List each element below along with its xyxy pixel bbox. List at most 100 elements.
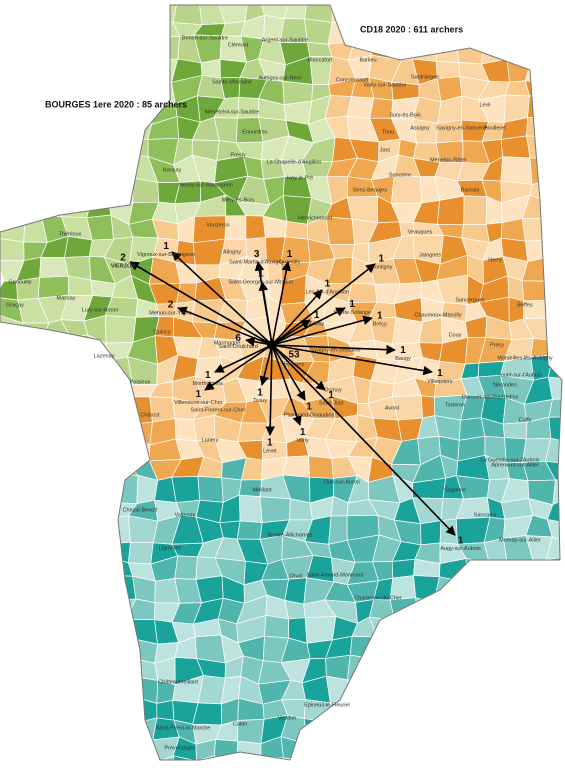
commune-cell: [391, 701, 419, 720]
commune-cell: [352, 739, 374, 760]
commune-cell: [42, 5, 66, 21]
commune-cell: [483, 656, 507, 680]
commune-label: Argent-sur-Sauldre: [262, 37, 308, 43]
commune-cell: [465, 558, 491, 583]
commune-cell: [549, 117, 562, 146]
arrow-commune: Morthomiers: [192, 381, 223, 387]
commune-cell: [461, 737, 486, 760]
arrow-commune: Saint-Just: [319, 401, 344, 407]
arrow: [258, 281, 273, 346]
commune-cell: [308, 455, 334, 479]
commune-cell: [413, 736, 441, 760]
commune-cell: [16, 98, 49, 126]
arrow: [271, 344, 306, 401]
commune-cell: [84, 659, 114, 685]
commune-cell: [213, 739, 239, 760]
commune-cell: [61, 202, 92, 219]
commune-cell: [477, 695, 512, 723]
commune-cell: [63, 438, 89, 460]
commune-cell: [544, 637, 562, 661]
commune-cell: [104, 541, 131, 564]
commune-cell: [305, 759, 335, 760]
center-count: 53: [288, 350, 300, 361]
arrow: [129, 261, 273, 346]
arrow: [177, 306, 273, 346]
commune-cell: [86, 18, 110, 41]
commune-cell: [83, 675, 115, 703]
commune-cell: [20, 122, 49, 143]
commune-cell: [0, 417, 24, 441]
commune-cell: [544, 655, 562, 682]
commune-cell: [505, 695, 529, 723]
commune-cell: [107, 177, 134, 203]
commune-label: Sancoins: [474, 512, 497, 518]
commune-cell: [549, 576, 562, 602]
commune-cell: [546, 176, 562, 202]
arrow: [271, 315, 373, 346]
commune-cell: [527, 677, 551, 706]
arrow-count: 3: [254, 249, 260, 260]
arrow-commune: Sainte-Solange: [333, 310, 371, 316]
arrow-count: 1: [325, 279, 331, 290]
commune-cell: [482, 737, 511, 760]
commune-cell: [174, 555, 198, 580]
arrow-count: 1: [258, 269, 264, 280]
commune-cell: [106, 16, 130, 41]
commune-cell: [126, 37, 161, 61]
commune-label: Saint-Priest-la-Marche: [156, 725, 211, 731]
commune-cell: [83, 694, 110, 725]
commune-cell: [92, 617, 113, 643]
commune-label: Préveranges: [164, 745, 195, 751]
commune-cell: [0, 34, 28, 66]
commune-cell: [17, 355, 51, 382]
commune-cell: [104, 723, 133, 739]
arrow: [271, 261, 292, 346]
commune-cell: [549, 235, 562, 265]
commune-cell: [245, 215, 266, 240]
commune-cell: [325, 654, 351, 681]
arrow: [271, 289, 323, 346]
commune-cell: [435, 61, 461, 79]
commune-label: Vailly-sur-Sauldre: [364, 82, 407, 88]
commune-cell: [412, 636, 445, 665]
arrow-count: 1: [328, 390, 334, 401]
commune-cell: [465, 642, 485, 665]
commune-cell: [107, 5, 135, 20]
arrow-count: 1: [196, 389, 202, 400]
commune-cell: [39, 257, 69, 278]
commune-cell: [0, 615, 27, 643]
commune-cell: [109, 438, 137, 465]
commune-cell: [367, 5, 398, 20]
commune-cell: [527, 738, 556, 760]
commune-cell: [110, 154, 135, 184]
commune-label: Jouet-sur-l'Aubois: [498, 372, 542, 378]
commune-label: Léré: [479, 102, 490, 108]
department-outline: [0, 4, 563, 761]
commune-cell: [548, 416, 562, 445]
commune-cell: [389, 755, 418, 760]
commune-cell: [65, 457, 89, 484]
commune-label: Nançay: [163, 167, 182, 173]
commune-cell: [545, 556, 562, 583]
commune-cell: [527, 38, 549, 60]
commune-cell: [156, 700, 175, 721]
commune-cell: [130, 55, 161, 78]
commune-cell: [332, 762, 357, 768]
commune-label: Beffes: [517, 302, 533, 308]
commune-cell: [500, 614, 533, 641]
commune-label: Vouzeron: [206, 222, 229, 228]
commune-cell: [527, 655, 549, 686]
commune-cell: [434, 696, 466, 722]
commune-cell: [433, 576, 468, 603]
commune-cell: [22, 694, 51, 721]
commune-cell: [111, 115, 134, 139]
commune-cell: [546, 762, 565, 768]
commune-label: Lunery: [202, 437, 219, 443]
commune-cell: [282, 80, 314, 106]
commune-cell: [521, 280, 554, 302]
commune-cell: [552, 316, 562, 344]
commune-cell: [22, 674, 42, 702]
commune-cell: [46, 122, 68, 143]
commune-cell: [69, 683, 86, 701]
commune-cell: [282, 455, 310, 478]
